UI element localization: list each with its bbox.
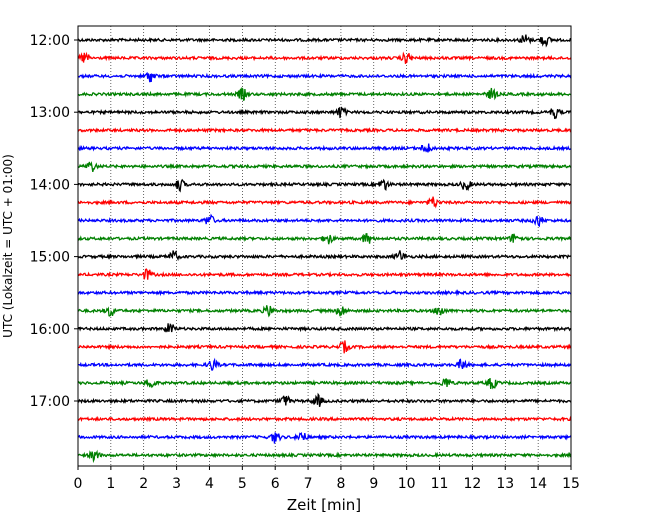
trace-1330: [77, 143, 572, 153]
x-tick-label-11: 11: [431, 476, 449, 492]
y-tick-label-2: 14:00: [30, 177, 70, 193]
trace-1345: [77, 160, 572, 173]
x-axis-label: Zeit [min]: [287, 496, 361, 514]
trace-1445: [77, 232, 572, 245]
y-tick-label-5: 17:00: [30, 394, 70, 410]
trace-1430: [77, 213, 572, 228]
x-tick-label-3: 3: [172, 476, 181, 492]
trace-1300: [77, 106, 572, 120]
x-tick-label-5: 5: [238, 476, 247, 492]
x-tick-label-2: 2: [139, 476, 148, 492]
trace-1745: [77, 449, 572, 464]
trace-1245: [77, 87, 572, 101]
x-tick-label-6: 6: [271, 476, 280, 492]
trace-lines: [77, 34, 572, 464]
x-tick-label-15: 15: [562, 476, 580, 492]
x-tick-label-10: 10: [398, 476, 416, 492]
trace-1415: [77, 196, 572, 209]
x-tick-label-8: 8: [336, 476, 345, 492]
x-tick-label-9: 9: [369, 476, 378, 492]
y-tick-label-1: 13:00: [30, 105, 70, 121]
trace-1400: [77, 178, 572, 193]
y-axis-ticks: 12:00 13:00 14:00 15:00 16:00 17:00: [30, 33, 78, 410]
y-tick-label-4: 16:00: [30, 322, 70, 338]
trace-1715: [77, 415, 572, 423]
trace-1700: [77, 392, 572, 407]
y-tick-label-3: 15:00: [30, 250, 70, 266]
x-tick-label-7: 7: [304, 476, 313, 492]
trace-1630: [77, 357, 572, 371]
trace-1215: [78, 51, 572, 64]
grid-lines: [110, 26, 539, 466]
plot-frame: [77, 25, 572, 467]
trace-1315: [77, 127, 572, 134]
trace-1500: [77, 250, 572, 262]
trace-1200: [77, 34, 571, 48]
trace-1730: [77, 431, 572, 444]
trace-1545: [78, 305, 572, 318]
trace-1515: [77, 268, 572, 280]
x-tick-label-12: 12: [463, 476, 481, 492]
x-axis-ticks: 0 1 2 3 4 5 6 7 8 9 10 11 12 13 14 15: [74, 466, 580, 492]
x-tick-label-14: 14: [529, 476, 547, 492]
trace-1530: [77, 289, 572, 297]
trace-1230: [77, 71, 572, 83]
x-tick-label-0: 0: [74, 476, 83, 492]
x-tick-label-13: 13: [496, 476, 514, 492]
trace-1645: [77, 378, 572, 390]
trace-1600: [77, 323, 572, 333]
y-axis-label: UTC (Lokalzeit = UTC + 01:00): [1, 154, 15, 338]
x-tick-label-1: 1: [106, 476, 115, 492]
y-tick-label-0: 12:00: [30, 33, 70, 49]
x-tick-label-4: 4: [205, 476, 214, 492]
trace-1615: [77, 340, 572, 354]
